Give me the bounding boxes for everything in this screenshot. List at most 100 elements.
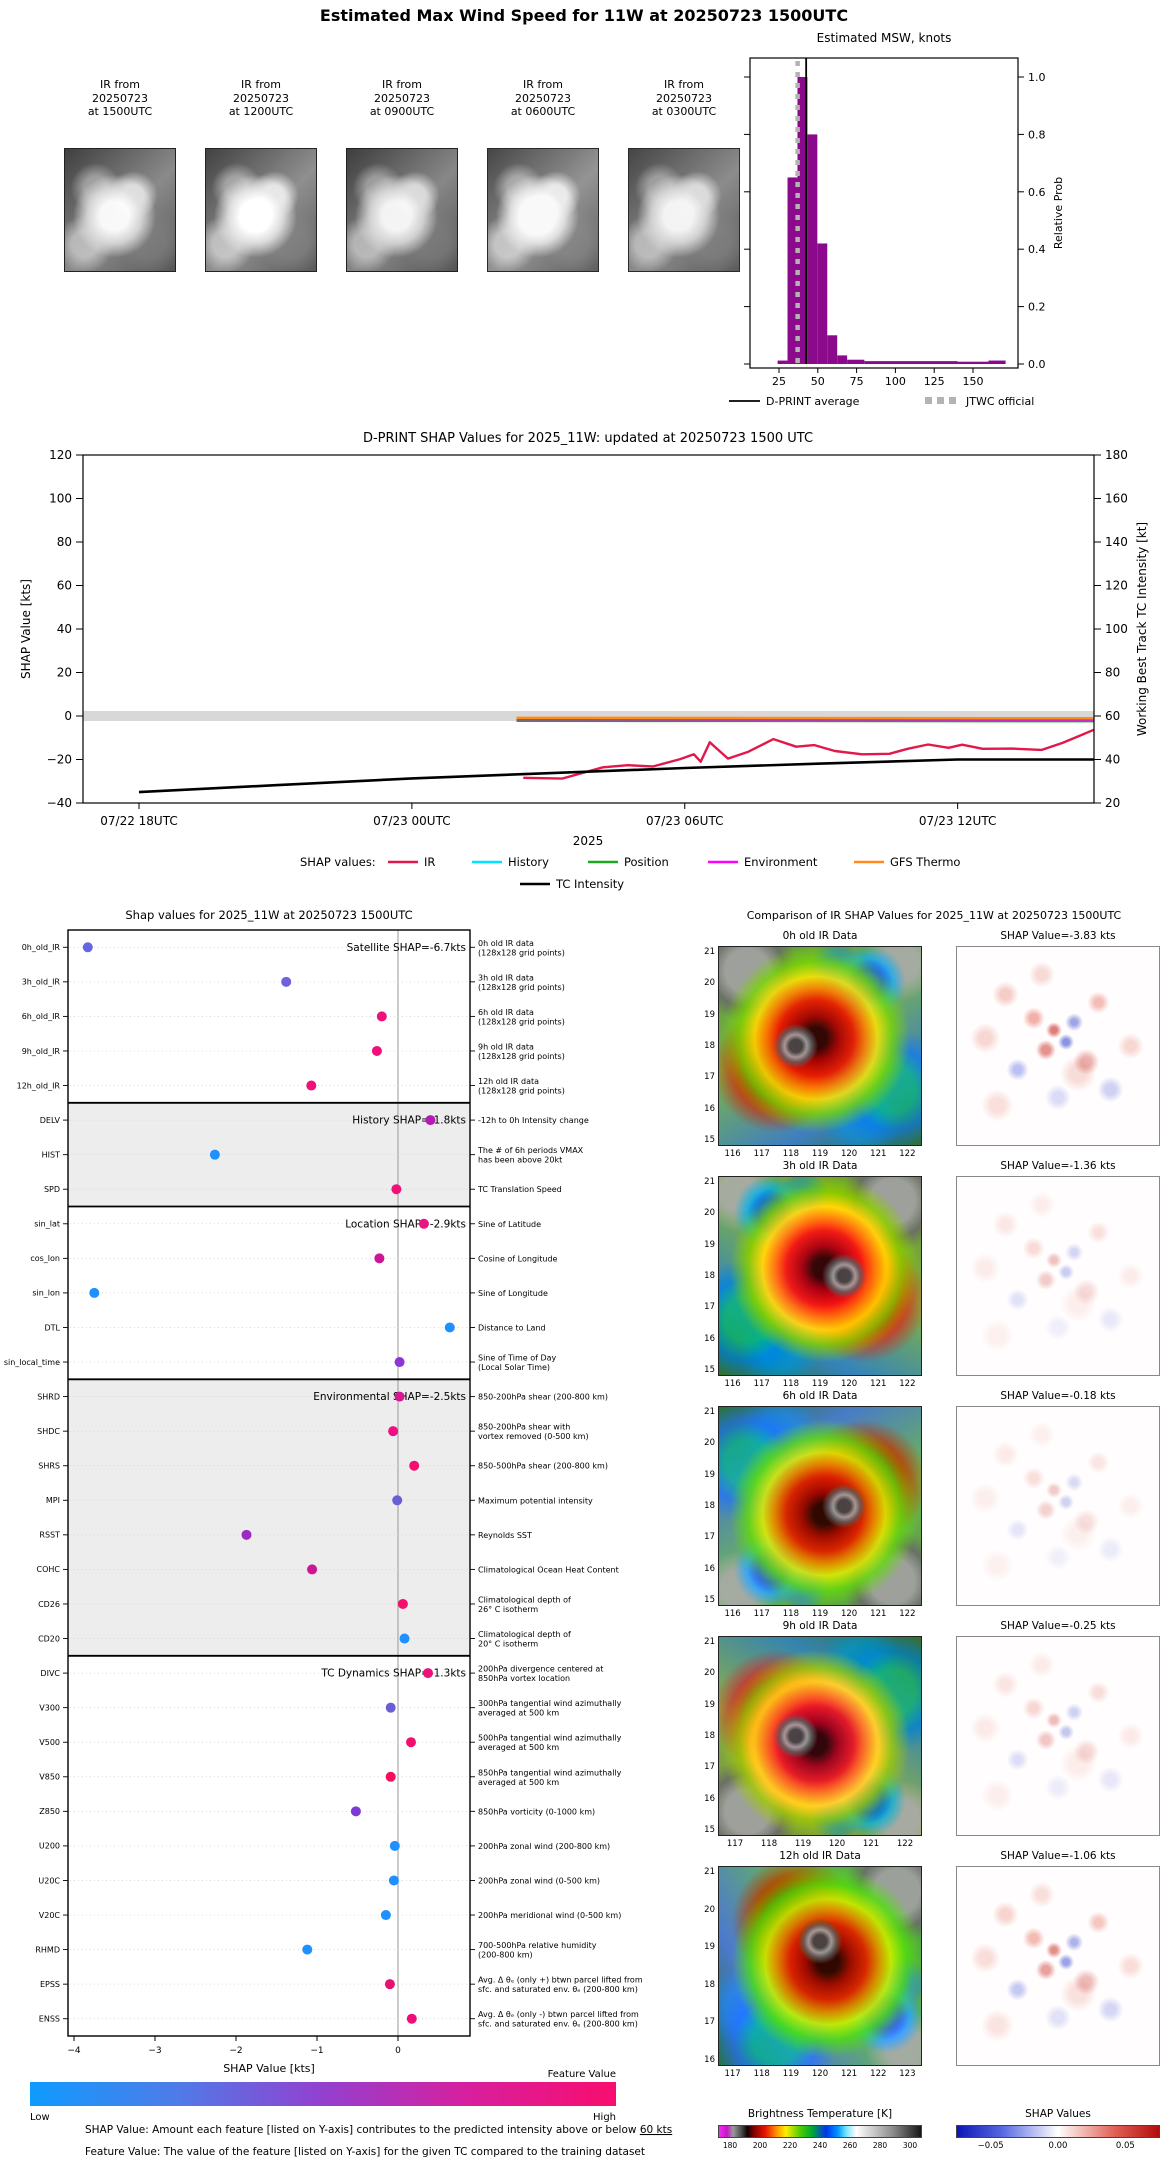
lon-tick-label: 122 — [899, 1149, 916, 1159]
ir-map-texture — [719, 1177, 921, 1375]
feature-label-HIST: HIST — [42, 1150, 60, 1159]
x-tick-label: 25 — [772, 375, 786, 388]
y-axis-label-right: Working Best Track TC Intensity [kt] — [1135, 522, 1149, 736]
axes-box — [749, 57, 1019, 369]
lat-tick-label: 16 — [704, 1333, 715, 1344]
rect — [937, 397, 944, 404]
shap-dot-COHC — [307, 1564, 318, 1575]
feature-desc: Cosine of Longitude — [478, 1254, 558, 1263]
shap-dot-DTL — [444, 1322, 455, 1333]
shap-dot-RHMD — [302, 1944, 313, 1955]
y-axis-label: Relative Prob — [1052, 177, 1065, 249]
shap-dot-DIVC — [423, 1668, 433, 1679]
ir-thumbnail-image — [346, 148, 458, 272]
x-tick-label: 07/23 00UTC — [373, 814, 450, 828]
lon-tick-label: 120 — [840, 1379, 858, 1389]
lat-tick-label: 16 — [704, 1563, 715, 1574]
rect — [777, 360, 788, 364]
shap-cb-tick-label: 0.05 — [1115, 2141, 1135, 2151]
feature-desc: 500hPa tangential wind azimuthally — [478, 1734, 622, 1743]
msw-histogram: Estimated MSW, knots 25 50 75 100 125 150 1.0 0.… — [729, 31, 1065, 408]
lon-tick-label: 117 — [753, 1609, 770, 1619]
ir-thumb-label: IR from 20250723 at 0600UTC — [510, 78, 576, 118]
lat-tick-label: 17 — [704, 1532, 715, 1543]
lat-tick-label: 18 — [704, 1731, 715, 1741]
colorbar-high-label: High — [593, 2112, 616, 2123]
rect — [949, 397, 956, 404]
feature-label-6h_old_IR: 6h_old_IR — [22, 1012, 61, 1021]
axes-box — [67, 929, 471, 2037]
lon-tick-label: 117 — [724, 2069, 741, 2079]
feature-desc: 200hPa meridional wind (0-500 km) — [478, 1911, 621, 1920]
x-tick-label: 125 — [924, 375, 945, 388]
feature-label-0h_old_IR: 0h_old_IR — [22, 943, 61, 952]
x-tick-label: 150 — [963, 375, 984, 388]
feature-desc: 850hPa vorticity (0-1000 km) — [478, 1807, 595, 1816]
y-tick-left: 100 — [49, 492, 72, 506]
shap-dot-V300 — [385, 1702, 396, 1713]
lon-tick-label: 122 — [899, 1609, 916, 1619]
section-header: Satellite SHAP=-6.7kts — [347, 942, 466, 954]
y-tick-left: −20 — [47, 753, 72, 767]
lat-tick-label: 21 — [704, 1177, 715, 1187]
series-ir — [523, 728, 1095, 780]
legend-environment: Environment — [744, 855, 818, 869]
x-tick-label: 100 — [885, 375, 906, 388]
y-tick-label: 0.2 — [1028, 301, 1046, 314]
ir-thumb-label: IR from 20250723 at 0900UTC — [369, 78, 435, 118]
feature-desc: has been above 20kt — [478, 1156, 562, 1165]
feature-desc: 9h old IR data — [478, 1042, 534, 1051]
lon-tick-label: 116 — [724, 1379, 741, 1389]
ir-row-title: 0h old IR Data — [782, 930, 858, 942]
ir-row-title: 6h old IR Data — [782, 1390, 858, 1402]
shap-row-title: SHAP Value=-0.25 kts — [1000, 1620, 1116, 1632]
lat-tick-label: 18 — [704, 1979, 715, 1990]
ir-map-texture — [719, 1407, 921, 1605]
y-tick-left: 0 — [64, 709, 72, 723]
lat-tick-label: 16 — [704, 2055, 715, 2065]
shap-dot-EPSS — [384, 1979, 395, 1990]
shap-dot-DELV — [425, 1115, 436, 1126]
feature-label-V500: V500 — [39, 1738, 60, 1747]
feature-desc: 200hPa zonal wind (200-800 km) — [478, 1842, 610, 1851]
lat-tick-label: 18 — [704, 1041, 715, 1051]
lon-tick-label: 117 — [753, 1379, 770, 1389]
lat-tick-label: 16 — [704, 1793, 715, 1804]
rect — [827, 335, 838, 364]
rect — [68, 1379, 470, 1656]
y-tick-right: 120 — [1105, 579, 1128, 593]
lon-tick-label: 118 — [760, 1839, 778, 1849]
legend-prefix: SHAP values: — [300, 855, 376, 869]
shap-timeseries-chart: D-PRINT SHAP Values for 2025_11W: update… — [19, 431, 1149, 891]
x-axis-label: SHAP Value [kts] — [223, 2062, 315, 2075]
shap-dot-U20C — [388, 1875, 399, 1886]
feature-desc: Climatological depth of — [478, 1630, 571, 1639]
shap-value-map — [956, 1176, 1160, 1376]
axes-box — [82, 454, 1095, 804]
shap-map-texture — [957, 1637, 1159, 1835]
feature-label-EPSS: EPSS — [40, 1980, 60, 1989]
shap-dot-RSST — [241, 1529, 252, 1540]
feature-label-DIVC: DIVC — [40, 1669, 60, 1678]
feature-desc: 200hPa zonal wind (0-500 km) — [478, 1876, 600, 1885]
lon-tick-label: 122 — [896, 1839, 914, 1849]
colorbar-title: Feature Value — [548, 2069, 616, 2080]
lat-tick-label: 15 — [704, 1595, 715, 1605]
feature-label-3h_old_IR: 3h_old_IR — [22, 978, 61, 987]
dotplot-title: Shap values for 2025_11W at 20250723 150… — [125, 908, 412, 922]
rect — [957, 361, 989, 364]
ir-thumbnail-image — [628, 148, 740, 272]
feature-label-12h_old_IR: 12h_old_IR — [17, 1081, 61, 1090]
shap-dot-sin_lat — [418, 1218, 429, 1229]
rect — [837, 355, 848, 364]
lat-tick-label: 17 — [704, 1762, 715, 1773]
timeseries-title: D-PRINT SHAP Values for 2025_11W: update… — [363, 431, 813, 446]
y-tick-label: 0.6 — [1028, 186, 1046, 199]
x-tick-label: 0 — [395, 2046, 401, 2056]
feature-desc: (128x128 grid points) — [478, 1017, 565, 1026]
feature-desc: 850hPa vortex location — [478, 1674, 570, 1683]
y-tick-label: 0.8 — [1028, 128, 1046, 141]
ir-thumbnail-strip: IR from 20250723 at 1500UTC IR from 20250723… — [0, 0, 760, 300]
ir-row-title: 12h old IR Data — [779, 1850, 861, 1862]
x-tick-label: 07/23 06UTC — [646, 814, 723, 828]
